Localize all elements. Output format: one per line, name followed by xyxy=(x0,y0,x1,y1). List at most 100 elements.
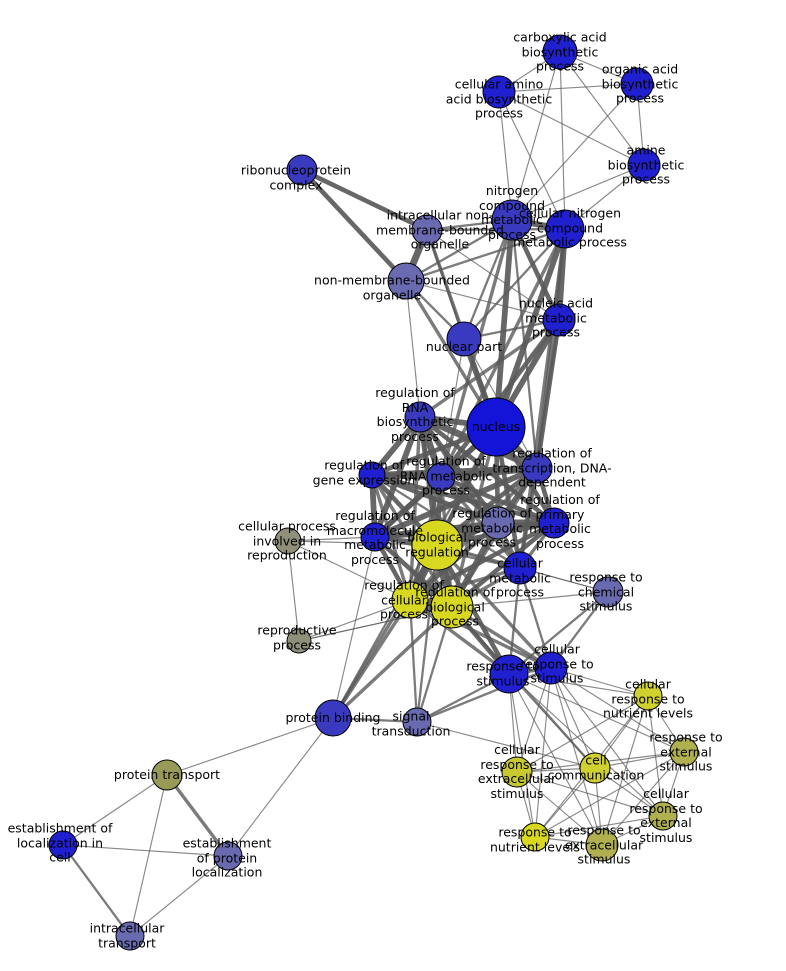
graph-edge xyxy=(369,472,501,526)
graph-edge xyxy=(498,83,638,93)
graph-node[interactable] xyxy=(274,527,302,555)
graph-edge xyxy=(493,217,515,430)
graph-edge xyxy=(227,717,334,857)
graph-edge xyxy=(601,695,649,846)
graph-edge xyxy=(62,774,168,846)
graph-edge xyxy=(331,425,498,720)
graph-edge xyxy=(299,167,430,233)
graph-node[interactable] xyxy=(411,519,463,571)
graph-node[interactable] xyxy=(466,397,526,457)
graph-edge xyxy=(508,673,664,817)
graph-node[interactable] xyxy=(446,321,482,357)
graph-edge xyxy=(534,751,685,838)
graph-edge xyxy=(498,91,645,166)
graph-edge xyxy=(129,774,168,937)
graph-edge xyxy=(559,51,645,166)
graph-node[interactable] xyxy=(633,681,663,711)
graph-edge xyxy=(511,164,645,221)
graph-node[interactable] xyxy=(213,841,243,871)
graph-edge xyxy=(404,227,567,283)
graph-edge xyxy=(287,540,300,642)
graph-edge xyxy=(534,667,552,838)
graph-edge xyxy=(518,566,553,670)
graph-node[interactable] xyxy=(534,651,568,685)
graph-edge xyxy=(508,673,685,753)
graph-edge xyxy=(299,167,409,284)
graph-edge xyxy=(511,83,638,221)
graph-edge xyxy=(550,667,596,769)
graph-node[interactable] xyxy=(314,699,352,737)
graph-edge xyxy=(534,815,664,838)
graph-node[interactable] xyxy=(430,585,474,629)
graph-node[interactable] xyxy=(489,654,529,694)
graph-edge xyxy=(298,599,411,642)
graph-node[interactable] xyxy=(542,34,578,70)
graph-node[interactable] xyxy=(542,303,576,337)
graph-edge xyxy=(498,91,513,221)
graph-edge xyxy=(507,590,610,676)
graph-edge xyxy=(493,226,568,430)
graph-node[interactable] xyxy=(151,759,183,791)
graph-node[interactable] xyxy=(579,752,611,784)
graph-node[interactable] xyxy=(585,828,619,862)
graph-edge xyxy=(601,751,685,846)
graph-node[interactable] xyxy=(620,67,654,101)
graph-edge xyxy=(369,465,540,478)
graph-edge xyxy=(405,280,421,418)
graph-edge xyxy=(508,673,603,846)
graph-node[interactable] xyxy=(426,462,456,492)
graph-node[interactable] xyxy=(501,756,533,788)
graph-node[interactable] xyxy=(592,576,624,608)
graph-edge xyxy=(516,771,603,846)
graph-edge xyxy=(559,51,566,230)
graph-edge xyxy=(435,543,553,670)
graph-node[interactable] xyxy=(358,461,386,489)
graph-edge xyxy=(408,598,419,724)
graph-edge xyxy=(550,667,649,697)
graph-edge xyxy=(550,667,664,817)
graph-edge xyxy=(451,591,609,608)
graph-node[interactable] xyxy=(360,522,390,552)
graph-node[interactable] xyxy=(491,199,533,241)
graph-edge xyxy=(287,536,376,542)
graph-node[interactable] xyxy=(481,506,515,540)
graph-edge xyxy=(287,540,411,601)
graph-node[interactable] xyxy=(503,551,537,585)
graph-node[interactable] xyxy=(387,262,425,300)
graph-edge xyxy=(418,318,561,419)
graph-edge xyxy=(408,566,522,602)
graph-node[interactable] xyxy=(521,452,553,484)
graph-node[interactable] xyxy=(520,822,550,852)
graph-node[interactable] xyxy=(286,628,312,654)
graph-node[interactable] xyxy=(411,214,443,246)
graph-edge xyxy=(498,91,566,230)
graph-node[interactable] xyxy=(482,75,516,109)
graph-edge xyxy=(166,717,334,776)
graph-node[interactable] xyxy=(538,507,570,539)
graph-edge xyxy=(415,543,439,724)
graph-node[interactable] xyxy=(404,401,436,433)
graph-edge xyxy=(508,673,596,769)
graph-node[interactable] xyxy=(402,707,432,737)
graph-edge xyxy=(369,472,557,526)
graph-edge xyxy=(647,695,664,817)
graph-edge xyxy=(462,227,567,341)
graph-node[interactable] xyxy=(627,148,661,182)
graph-edge xyxy=(416,721,596,769)
graph-edge xyxy=(331,605,454,720)
graph-edge xyxy=(511,51,561,221)
graph-edge xyxy=(298,606,453,642)
graph-edge xyxy=(372,474,444,540)
graph-node[interactable] xyxy=(286,154,318,186)
graph-edge xyxy=(129,855,229,937)
graph-node[interactable] xyxy=(545,209,585,249)
graph-node[interactable] xyxy=(669,737,699,767)
graph-node[interactable] xyxy=(391,581,429,619)
graph-edge xyxy=(332,536,376,719)
graph-edge xyxy=(418,415,522,570)
graph-node[interactable] xyxy=(648,801,678,831)
graph-node[interactable] xyxy=(115,921,145,951)
graph-node[interactable] xyxy=(48,830,78,860)
